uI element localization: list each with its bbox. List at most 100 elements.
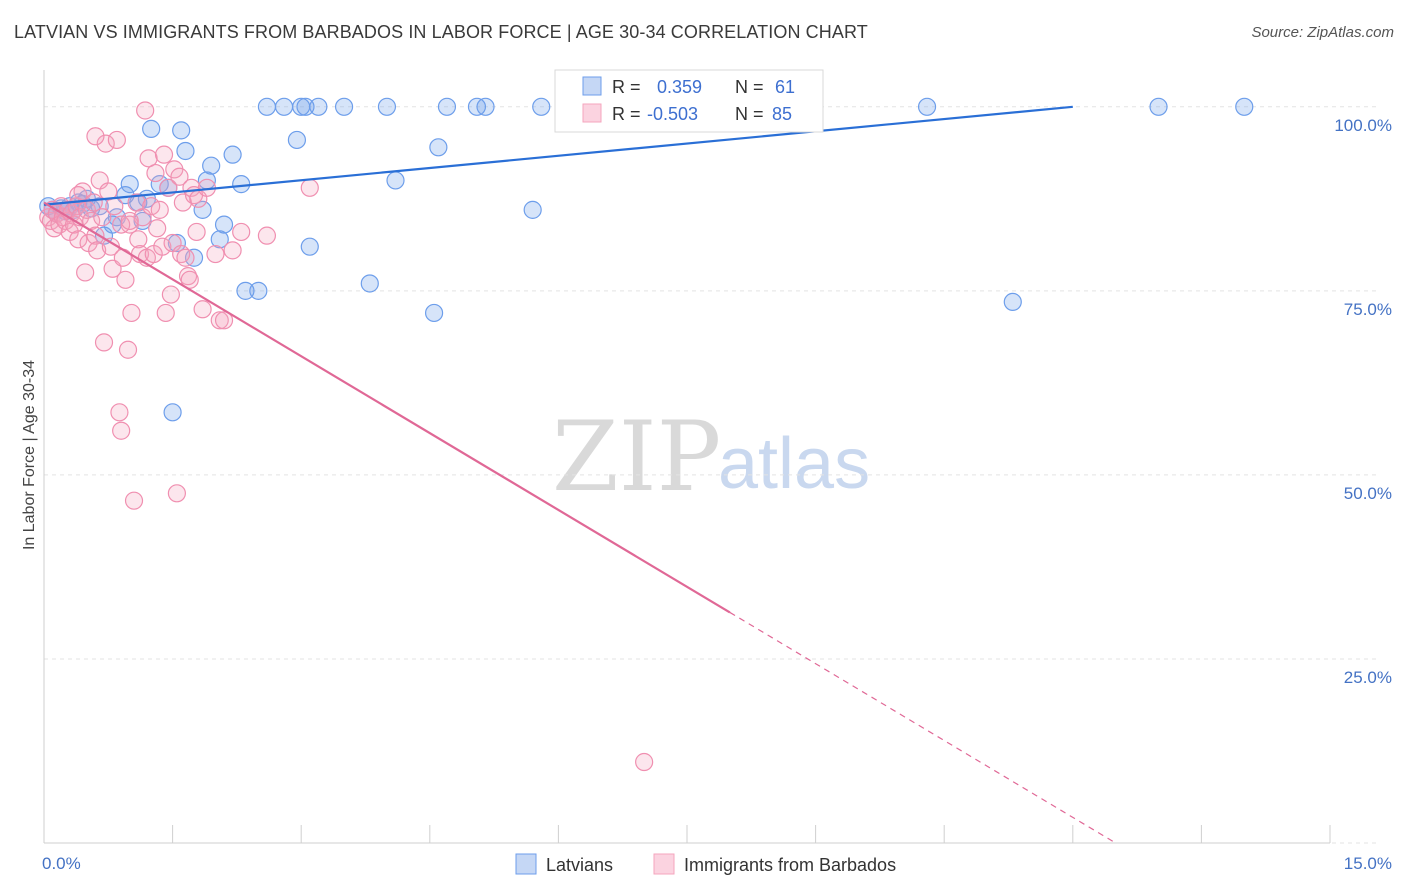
point-1-42 bbox=[309, 97, 328, 116]
legend-n-value-2: 85 bbox=[772, 104, 792, 124]
x-tick-label-min: 0.0% bbox=[42, 854, 81, 873]
point-1-31 bbox=[214, 215, 234, 234]
point-2-42 bbox=[129, 230, 148, 249]
point-2-50 bbox=[146, 163, 165, 183]
y-tick-label-75: 75.0% bbox=[1344, 300, 1392, 319]
point-2-64 bbox=[176, 248, 195, 267]
point-2-47 bbox=[139, 149, 158, 168]
point-1-40 bbox=[296, 97, 315, 116]
watermark: ZIP atlas bbox=[552, 401, 870, 513]
point-2-73 bbox=[206, 244, 225, 264]
point-2-23 bbox=[88, 241, 107, 260]
trend-lines bbox=[43, 105, 1116, 844]
point-2-52 bbox=[150, 200, 169, 219]
point-1-56 bbox=[917, 97, 937, 116]
point-2-25 bbox=[93, 208, 112, 227]
legend-n-label-1: N = bbox=[735, 77, 764, 97]
point-2-33 bbox=[110, 403, 129, 422]
point-1-32 bbox=[223, 145, 242, 164]
point-1-58 bbox=[1149, 97, 1168, 116]
point-2-37 bbox=[118, 340, 138, 359]
point-2-61 bbox=[170, 167, 189, 186]
point-2-17 bbox=[76, 263, 95, 282]
x-tick-labels: 0.0% 15.0% bbox=[42, 854, 1392, 873]
point-1-52 bbox=[523, 200, 542, 219]
x-tick-label-max: 15.0% bbox=[1344, 854, 1392, 873]
y-tick-label-100: 100.0% bbox=[1334, 116, 1392, 135]
stats-legend: R = 0.359 N = 61 R = -0.503 N = 85 bbox=[554, 69, 824, 133]
point-2-36 bbox=[116, 270, 135, 289]
legend-n-label-2: N = bbox=[735, 104, 764, 124]
point-1-53 bbox=[532, 97, 551, 116]
point-2-82 bbox=[120, 211, 139, 231]
point-1-41 bbox=[300, 237, 319, 256]
point-2-51 bbox=[148, 219, 167, 238]
point-2-40 bbox=[124, 491, 144, 510]
point-2-32 bbox=[107, 130, 126, 150]
legend-r-label-2: R = bbox=[612, 104, 641, 124]
point-2-45 bbox=[136, 101, 155, 120]
point-2-84 bbox=[69, 186, 88, 205]
point-2-76 bbox=[223, 241, 242, 260]
point-1-34 bbox=[236, 281, 255, 300]
point-1-38 bbox=[287, 130, 307, 150]
y-tick-label-50: 50.0% bbox=[1344, 484, 1392, 503]
point-2-21 bbox=[84, 193, 103, 212]
point-1-45 bbox=[377, 97, 397, 116]
point-2-14 bbox=[69, 230, 88, 249]
point-1-35 bbox=[249, 281, 268, 300]
y-tick-label-25: 25.0% bbox=[1344, 668, 1392, 687]
watermark-atlas: atlas bbox=[718, 424, 870, 504]
point-2-60 bbox=[167, 484, 186, 503]
point-2-71 bbox=[193, 300, 212, 319]
point-1-49 bbox=[437, 97, 457, 116]
point-1-33 bbox=[232, 175, 251, 194]
point-1-60 bbox=[163, 403, 182, 422]
legend-r-value-1: 0.359 bbox=[657, 77, 702, 97]
point-1-48 bbox=[429, 138, 448, 157]
point-2-78 bbox=[257, 226, 277, 245]
legend-label-barbados: Immigrants from Barbados bbox=[684, 855, 896, 875]
point-2-26 bbox=[94, 333, 114, 352]
point-1-23 bbox=[167, 233, 186, 253]
point-2-69 bbox=[187, 222, 206, 242]
point-2-31 bbox=[105, 197, 124, 216]
point-2-79 bbox=[300, 178, 319, 197]
point-2-74 bbox=[210, 311, 229, 330]
point-1-36 bbox=[257, 97, 277, 116]
point-1-47 bbox=[424, 303, 444, 323]
point-1-44 bbox=[360, 274, 379, 293]
point-1-30 bbox=[210, 230, 229, 249]
point-2-75 bbox=[214, 311, 234, 330]
point-2-53 bbox=[153, 237, 172, 256]
trend-line-dashed-2 bbox=[729, 611, 1116, 844]
point-1-16 bbox=[120, 175, 139, 194]
point-2-35 bbox=[113, 248, 132, 267]
point-2-34 bbox=[112, 421, 131, 440]
legend-swatch-pink bbox=[582, 103, 602, 123]
source-label: Source: ZipAtlas.com bbox=[1251, 24, 1394, 41]
point-1-59 bbox=[1235, 97, 1254, 116]
trend-line-solid-1 bbox=[43, 105, 1073, 206]
point-2-63 bbox=[173, 193, 192, 212]
legend-swatch-barbados bbox=[653, 853, 675, 875]
y-tick-labels: 25.0% 50.0% 75.0% 100.0% bbox=[1334, 116, 1392, 687]
point-1-20 bbox=[142, 119, 161, 138]
point-2-39 bbox=[122, 303, 141, 323]
legend-r-value-2: -0.503 bbox=[647, 104, 698, 124]
grid-lines bbox=[44, 106, 1380, 844]
point-1-25 bbox=[176, 141, 195, 161]
point-1-57 bbox=[1003, 292, 1022, 311]
chart-title: LATVIAN VS IMMIGRANTS FROM BARBADOS IN L… bbox=[14, 22, 868, 42]
point-1-37 bbox=[274, 97, 294, 116]
point-2-83 bbox=[635, 752, 654, 772]
series-legend: Latvians Immigrants from Barbados bbox=[515, 853, 896, 875]
point-1-24 bbox=[172, 121, 191, 140]
legend-swatch-latvians bbox=[515, 853, 537, 875]
y-axis-title: In Labor Force | Age 30-34 bbox=[21, 360, 38, 550]
point-2-57 bbox=[161, 285, 180, 304]
legend-label-latvians: Latvians bbox=[546, 855, 613, 875]
trend-line-solid-2 bbox=[43, 201, 731, 614]
point-2-54 bbox=[154, 145, 174, 164]
